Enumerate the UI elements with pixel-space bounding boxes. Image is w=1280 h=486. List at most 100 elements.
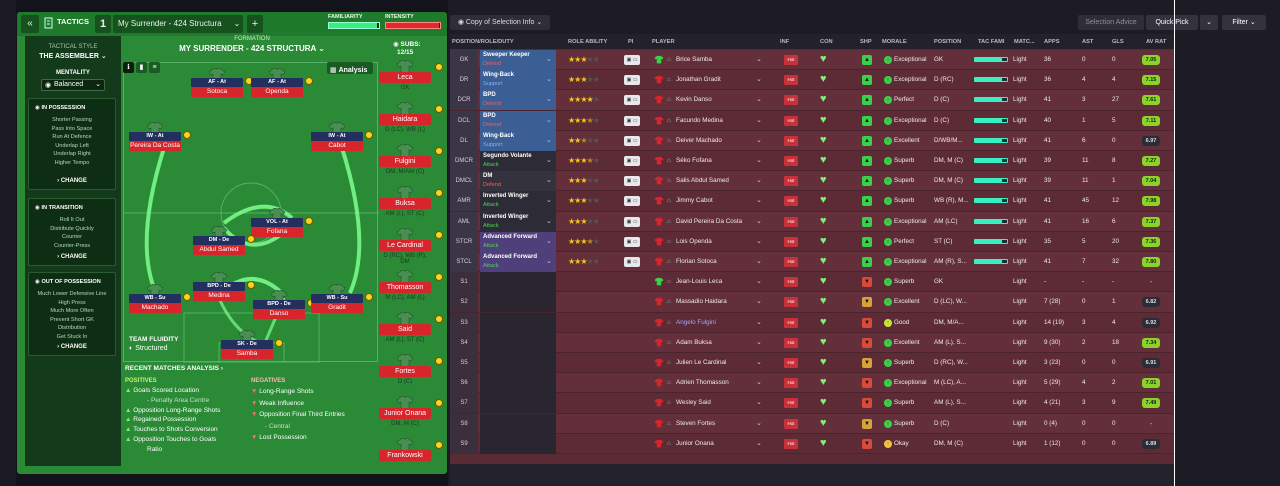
player-dropdown-icon[interactable]: ⌄ (756, 197, 762, 205)
player-dropdown-icon[interactable]: ⌄ (756, 419, 762, 427)
column-header[interactable]: CON (820, 39, 833, 45)
column-header[interactable]: GLS (1112, 39, 1124, 45)
player-dropdown-icon[interactable]: ⌄ (756, 258, 762, 265)
pitch-player-card[interactable]: IW - At Cabot (311, 121, 373, 151)
table-row[interactable]: S5 ⌂ Julien Le Cardinal ⌄ Hot ♥ ▼ ↑ Superb D (RC)… (450, 353, 1174, 374)
substitute-card[interactable]: Frankowski (379, 437, 443, 474)
role-box[interactable]: DM Defend ⌄ (480, 171, 556, 192)
table-row[interactable]: AML Inverted Winger Attack ⌄ ★★★★★ ▣ ▭ ⌂ David … (450, 211, 1174, 232)
role-box[interactable] (480, 312, 556, 333)
player-instructions-icon[interactable]: ▣ ▭ (624, 176, 640, 187)
table-row[interactable]: DMCR Segundo Volante Attack ⌄ ★★★★★ ▣ ▭ ⌂ Séko … (450, 151, 1174, 172)
table-row[interactable]: DCL BPD Defend ⌄ ★★★★★ ▣ ▭ ⌂ Facundo Medina ⌄ Hot… (450, 110, 1174, 131)
pitch-player-card[interactable]: AF - At Openda (251, 67, 313, 97)
player-instructions-icon[interactable]: ▣ ▭ (624, 75, 640, 86)
table-row[interactable]: AMR Inverted Winger Attack ⌄ ★★★★★ ▣ ▭ ⌂ Jimmy … (450, 191, 1174, 212)
player-dropdown-icon[interactable]: ⌄ (756, 278, 762, 286)
table-row[interactable]: DCR BPD Defend ⌄ ★★★★★ ▣ ▭ ⌂ Kevin Danso ⌄ Hot ♥ ▲ ↑… (450, 90, 1174, 111)
role-box[interactable] (480, 272, 556, 293)
quick-pick-dropdown[interactable]: ⌄ (1200, 15, 1218, 30)
column-header[interactable]: AST (1082, 39, 1094, 45)
substitute-card[interactable]: Leca GK (379, 59, 443, 98)
player-dropdown-icon[interactable]: ⌄ (756, 136, 762, 144)
player-instructions-icon[interactable]: ▣ ▭ (624, 196, 640, 207)
column-header[interactable]: AV RAT (1146, 39, 1167, 45)
quick-pick-button[interactable]: Quick Pick (1146, 15, 1198, 30)
substitute-card[interactable]: Thomasson M (LC), AM (L) (379, 269, 443, 308)
player-dropdown-icon[interactable]: ⌄ (756, 76, 762, 84)
player-name[interactable]: Lois Openda (676, 237, 712, 245)
column-header[interactable]: INF (780, 39, 790, 45)
role-box[interactable]: Inverted Winger Attack ⌄ (480, 211, 556, 232)
player-instructions-icon[interactable]: ▣ ▭ (624, 95, 640, 106)
player-dropdown-icon[interactable]: ⌄ (756, 298, 762, 306)
back-button[interactable]: « (21, 15, 39, 33)
role-box[interactable] (480, 433, 556, 454)
role-box[interactable] (480, 373, 556, 394)
player-instructions-icon[interactable]: ▣ ▭ (624, 135, 640, 146)
player-name[interactable]: Brice Samba (676, 56, 713, 63)
role-box[interactable]: Sweeper Keeper Defend ⌄ (480, 50, 556, 70)
column-header[interactable]: MORALE (882, 39, 907, 45)
table-row[interactable]: STCR Advanced Forward Attack ⌄ ★★★★★ ▣ ▭ ⌂ Lois… (450, 231, 1174, 252)
role-box[interactable] (480, 353, 556, 373)
player-dropdown-icon[interactable]: ⌄ (756, 56, 762, 63)
player-name[interactable]: Séko Fofana (676, 157, 712, 164)
pitch-player-card[interactable]: AF - At Sotoca (191, 67, 253, 97)
role-box[interactable]: Segundo Volante Attack ⌄ (480, 151, 556, 171)
player-dropdown-icon[interactable]: ⌄ (756, 96, 762, 104)
player-instructions-icon[interactable]: ▣ ▭ (624, 156, 640, 166)
table-row[interactable]: DL Wing-Back Support ⌄ ★★★★★ ▣ ▭ ⌂ Deiver Macha… (450, 130, 1174, 151)
pitch-player-card[interactable]: SK - De Samba (221, 329, 283, 359)
in-possession-change-button[interactable]: › CHANGE (57, 178, 87, 184)
player-name[interactable]: Florian Sotoca (676, 258, 717, 265)
player-name[interactable]: Adam Buksa (676, 338, 712, 346)
player-dropdown-icon[interactable]: ⌄ (756, 116, 762, 124)
player-name[interactable]: Jonathan Gradit (676, 76, 721, 84)
player-dropdown-icon[interactable]: ⌄ (756, 439, 762, 447)
pitch-player-card[interactable]: IW - At Pereira Da Costa (129, 121, 191, 151)
player-name[interactable]: Jimmy Cabot (676, 197, 713, 205)
substitute-card[interactable]: Buksa AM (L), ST (C) (379, 185, 443, 224)
formation-dropdown[interactable]: MY SURRENDER - 424 STRUCTURA ⌄ (179, 44, 325, 53)
column-header[interactable]: APPS (1044, 39, 1060, 45)
role-box[interactable]: Advanced Forward Attack ⌄ (480, 231, 556, 252)
player-dropdown-icon[interactable]: ⌄ (756, 318, 762, 326)
substitute-card[interactable]: Said AM (L), ST (C) (379, 311, 443, 350)
table-row[interactable]: DMCL DM Defend ⌄ ★★★★★ ▣ ▭ ⌂ Salis Abdul Samed ⌄… (450, 171, 1174, 192)
substitute-card[interactable]: Fulgini DM, M/AM (C) (379, 143, 443, 182)
player-dropdown-icon[interactable]: ⌄ (756, 237, 762, 245)
tactical-style-value[interactable]: THE ASSEMBLER ⌄ (39, 53, 107, 60)
recent-matches-link[interactable]: RECENT MATCHES ANALYSIS › (125, 365, 224, 372)
pitch-player-card[interactable]: DM - De Abdul Samed (193, 225, 255, 255)
table-row[interactable]: S7 ⌂ Wesley Said ⌄ Hot ♥ ▼ ↑ Superb AM (L), S... L… (450, 393, 1174, 414)
analysis-button[interactable]: ▦ Analysis (327, 62, 373, 74)
add-tactic-button[interactable]: + (247, 15, 263, 33)
player-name[interactable]: Massadio Haidara (676, 298, 727, 306)
column-header[interactable]: SHP (860, 39, 872, 45)
out-of-possession-change-button[interactable]: › CHANGE (57, 344, 87, 350)
player-instructions-icon[interactable]: ▣ ▭ (624, 216, 640, 227)
column-header[interactable]: PI (628, 39, 634, 45)
column-header[interactable]: PLAYER (652, 39, 675, 45)
player-name[interactable]: Steven Fortes (676, 419, 716, 427)
filter-button[interactable]: Filter ⌄ (1222, 15, 1266, 30)
role-box[interactable] (480, 413, 556, 434)
table-row[interactable]: S2 ⌂ Massadio Haidara ⌄ Hot ♥ ▼ ↑ Excellent D (LC… (450, 292, 1174, 313)
table-row[interactable]: S4 ⌂ Adam Buksa ⌄ Hot ♥ ▼ ↑ Excellent AM (L), S..… (450, 332, 1174, 353)
player-instructions-icon[interactable]: ▣ ▭ (624, 236, 640, 247)
substitute-card[interactable]: Fortes D (C) (379, 353, 443, 392)
column-header[interactable]: MATC... (1014, 39, 1035, 45)
selection-advice-button[interactable]: Selection Advice (1078, 15, 1144, 30)
player-name[interactable]: Angelo Fulgini (676, 318, 716, 326)
player-dropdown-icon[interactable]: ⌄ (756, 177, 762, 185)
substitute-card[interactable]: Haidara D (LC), WB (L) (379, 101, 443, 140)
table-row[interactable]: S1 ⌂ Jean-Louis Leca ⌄ Hot ♥ ▼ ↑ Superb GK Light - -… (450, 272, 1174, 293)
pitch-player-card[interactable]: BPD - De Medina (193, 271, 255, 301)
player-dropdown-icon[interactable]: ⌄ (756, 359, 762, 366)
player-dropdown-icon[interactable]: ⌄ (756, 217, 762, 225)
player-name[interactable]: Adrien Thomasson (676, 379, 729, 387)
table-row[interactable]: DR Wing-Back Support ⌄ ★★★★★ ▣ ▭ ⌂ Jonathan Gra… (450, 70, 1174, 91)
role-box[interactable]: Wing-Back Support ⌄ (480, 70, 556, 91)
player-name[interactable]: Julien Le Cardinal (676, 359, 727, 366)
